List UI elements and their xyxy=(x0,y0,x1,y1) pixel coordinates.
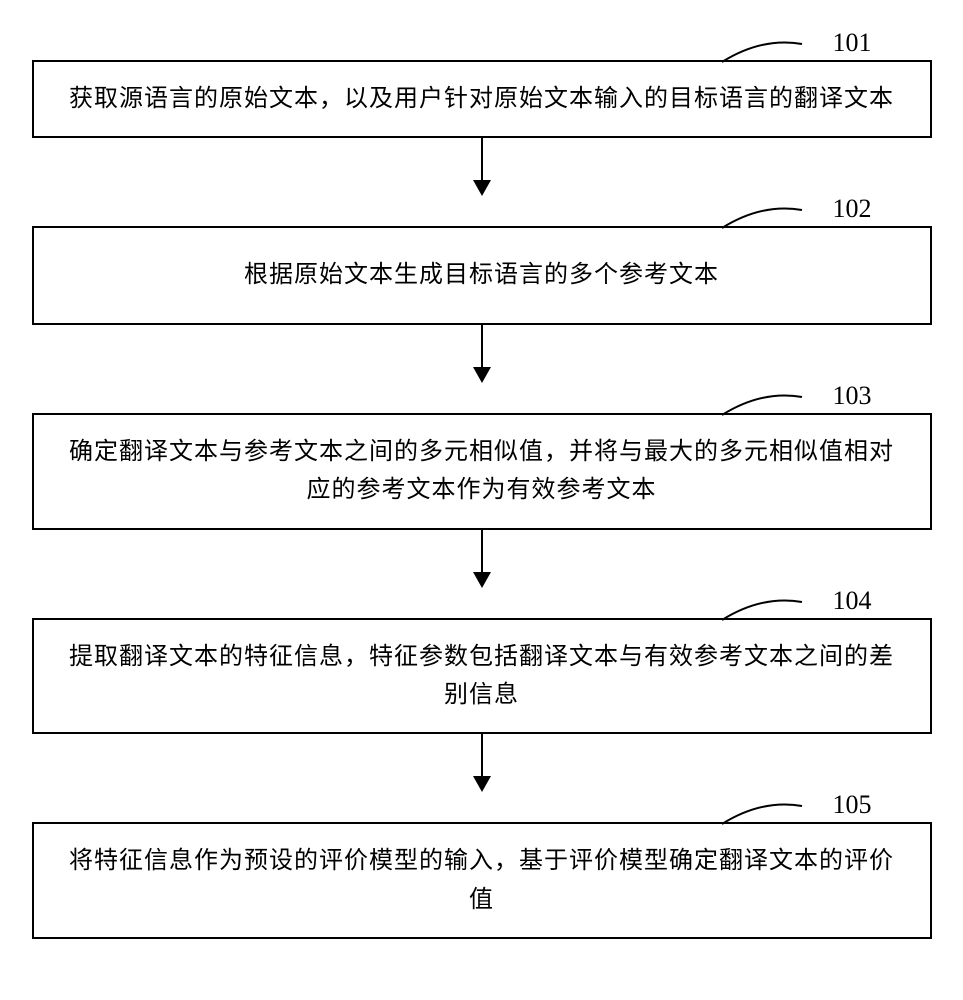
label-curve-102 xyxy=(722,208,802,228)
step-box-103: 确定翻译文本与参考文本之间的多元相似值，并将与最大的多元相似值相对应的参考文本作… xyxy=(32,413,932,530)
step-number-102: 102 xyxy=(833,194,872,224)
step-number-103: 103 xyxy=(833,381,872,411)
step-104-wrap: 104 提取翻译文本的特征信息，特征参数包括翻译文本与有效参考文本之间的差别信息 xyxy=(32,618,932,735)
step-102-wrap: 102 根据原始文本生成目标语言的多个参考文本 xyxy=(32,226,932,324)
step-number-104: 104 xyxy=(833,586,872,616)
step-103-wrap: 103 确定翻译文本与参考文本之间的多元相似值，并将与最大的多元相似值相对应的参… xyxy=(32,413,932,530)
arrow-1 xyxy=(473,138,491,196)
label-curve-104 xyxy=(722,600,802,620)
step-105-wrap: 105 将特征信息作为预设的评价模型的输入，基于评价模型确定翻译文本的评价值 xyxy=(32,822,932,939)
step-number-101: 101 xyxy=(833,28,872,58)
arrow-4 xyxy=(473,734,491,792)
step-number-105: 105 xyxy=(833,790,872,820)
label-curve-101 xyxy=(722,42,802,62)
step-box-105: 将特征信息作为预设的评价模型的输入，基于评价模型确定翻译文本的评价值 xyxy=(32,822,932,939)
arrow-3 xyxy=(473,530,491,588)
step-box-102: 根据原始文本生成目标语言的多个参考文本 xyxy=(32,226,932,324)
step-box-104: 提取翻译文本的特征信息，特征参数包括翻译文本与有效参考文本之间的差别信息 xyxy=(32,618,932,735)
step-101-wrap: 101 获取源语言的原始文本，以及用户针对原始文本输入的目标语言的翻译文本 xyxy=(32,60,932,138)
arrow-2 xyxy=(473,325,491,383)
step-box-101: 获取源语言的原始文本，以及用户针对原始文本输入的目标语言的翻译文本 xyxy=(32,60,932,138)
flowchart-container: 101 获取源语言的原始文本，以及用户针对原始文本输入的目标语言的翻译文本 10… xyxy=(32,30,932,939)
label-curve-105 xyxy=(722,804,802,824)
label-curve-103 xyxy=(722,395,802,415)
